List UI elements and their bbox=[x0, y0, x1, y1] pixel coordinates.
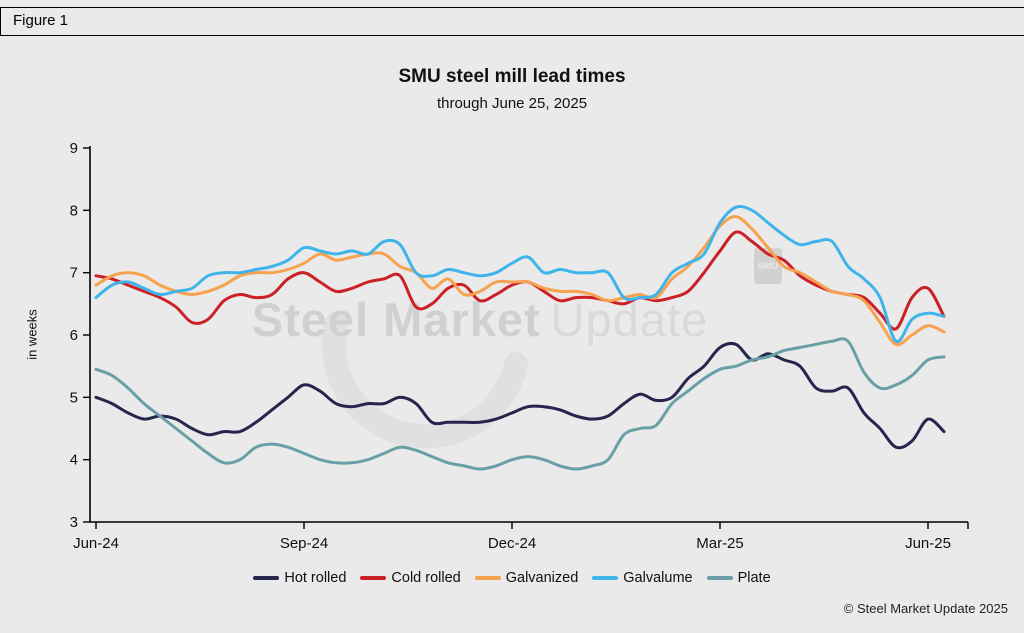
legend-item-plate: Plate bbox=[706, 570, 771, 586]
x-tick-label: Mar-25 bbox=[696, 535, 744, 552]
legend-swatch-hot-rolled bbox=[253, 576, 280, 580]
chart-title: SMU steel mill lead times bbox=[398, 66, 626, 87]
legend-item-galvanized: Galvanized bbox=[474, 570, 579, 586]
legend-item-cold-rolled: Cold rolled bbox=[360, 570, 461, 586]
legend-item-galvalume: Galvalume bbox=[592, 570, 693, 586]
lead-times-chart: 3 4 5 6 7 8 9 Jun-24 Sep-24 Dec-24 Mar-25 Jun-25 bbox=[70, 140, 969, 552]
series-line-galvalume bbox=[94, 204, 946, 344]
copyright-notice: © Steel Market Update 2025 bbox=[843, 601, 1008, 616]
y-tick-label: 8 bbox=[70, 202, 78, 219]
legend-label-hot-rolled: Hot rolled bbox=[284, 570, 347, 586]
x-tick-label: Jun-25 bbox=[905, 535, 951, 552]
series-line-galvanized bbox=[94, 215, 946, 347]
axes bbox=[89, 146, 968, 523]
y-tick-label: 4 bbox=[70, 452, 78, 469]
y-tick-label: 5 bbox=[70, 389, 78, 406]
chart-subtitle: through June 25, 2025 bbox=[436, 95, 588, 112]
legend-item-hot-rolled: Hot rolled bbox=[253, 570, 346, 586]
x-tick-label: Jun-24 bbox=[73, 535, 119, 552]
x-tick-label: Dec-24 bbox=[488, 535, 536, 552]
x-tick-label: Sep-24 bbox=[280, 535, 328, 552]
legend-label-galvalume: Galvalume bbox=[623, 570, 693, 586]
legend-swatch-cold-rolled bbox=[360, 576, 387, 580]
legend-label-galvanized: Galvanized bbox=[505, 570, 579, 586]
legend-swatch-plate bbox=[706, 576, 733, 580]
series-line-plate bbox=[94, 337, 946, 471]
legend-label-plate: Plate bbox=[737, 570, 771, 586]
legend-swatch-galvanized bbox=[474, 576, 501, 580]
y-tick-label: 6 bbox=[70, 327, 78, 344]
y-tick-label: 7 bbox=[70, 265, 78, 282]
legend-label-cold-rolled: Cold rolled bbox=[391, 570, 461, 586]
y-tick-label: 3 bbox=[70, 514, 78, 531]
figure-label: Figure 1 bbox=[0, 7, 1024, 36]
legend: Hot rolled Cold rolled Galvanized Galval… bbox=[0, 570, 1024, 586]
series-line-hot-rolled bbox=[94, 341, 946, 450]
legend-swatch-galvalume bbox=[592, 576, 619, 580]
y-tick-label: 9 bbox=[70, 140, 78, 157]
